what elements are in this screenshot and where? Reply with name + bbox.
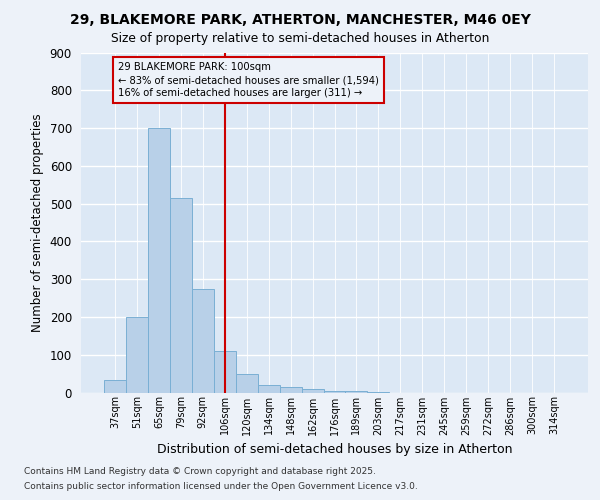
Bar	[280, 387, 302, 392]
Bar	[104, 380, 126, 392]
Text: 29, BLAKEMORE PARK, ATHERTON, MANCHESTER, M46 0EY: 29, BLAKEMORE PARK, ATHERTON, MANCHESTER…	[70, 12, 530, 26]
Text: Size of property relative to semi-detached houses in Atherton: Size of property relative to semi-detach…	[111, 32, 489, 45]
Bar	[257, 385, 280, 392]
Bar	[192, 288, 214, 393]
X-axis label: Distribution of semi-detached houses by size in Atherton: Distribution of semi-detached houses by …	[157, 443, 512, 456]
Y-axis label: Number of semi-detached properties: Number of semi-detached properties	[31, 113, 44, 332]
Bar	[302, 388, 323, 392]
Text: Contains HM Land Registry data © Crown copyright and database right 2025.: Contains HM Land Registry data © Crown c…	[24, 467, 376, 476]
Bar	[236, 374, 257, 392]
Text: 29 BLAKEMORE PARK: 100sqm
← 83% of semi-detached houses are smaller (1,594)
16% : 29 BLAKEMORE PARK: 100sqm ← 83% of semi-…	[118, 62, 379, 98]
Bar	[214, 351, 236, 393]
Bar	[126, 317, 148, 392]
Text: Contains public sector information licensed under the Open Government Licence v3: Contains public sector information licen…	[24, 482, 418, 491]
Bar	[323, 390, 346, 392]
Bar	[148, 128, 170, 392]
Bar	[170, 198, 192, 392]
